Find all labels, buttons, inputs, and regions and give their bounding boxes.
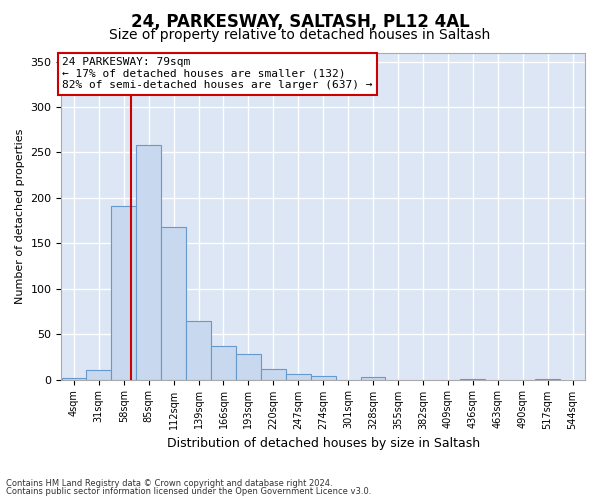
Bar (311, 376, 335, 380)
Bar (460, 378, 485, 380)
Text: Size of property relative to detached houses in Saltash: Size of property relative to detached ho… (109, 28, 491, 42)
Text: 24 PARKESWAY: 79sqm
← 17% of detached houses are smaller (132)
82% of semi-detac: 24 PARKESWAY: 79sqm ← 17% of detached ho… (62, 57, 373, 90)
Bar (161, 227, 186, 380)
Bar (112, 206, 136, 380)
Bar (62, 378, 86, 380)
Y-axis label: Number of detached properties: Number of detached properties (15, 128, 25, 304)
Bar (136, 145, 161, 380)
Text: 24, PARKESWAY, SALTASH, PL12 4AL: 24, PARKESWAY, SALTASH, PL12 4AL (131, 12, 469, 30)
Bar (86, 370, 111, 380)
Bar (211, 346, 236, 380)
X-axis label: Distribution of detached houses by size in Saltash: Distribution of detached houses by size … (167, 437, 480, 450)
Bar (186, 320, 211, 380)
Bar (361, 377, 385, 380)
Bar (535, 378, 560, 380)
Text: Contains HM Land Registry data © Crown copyright and database right 2024.: Contains HM Land Registry data © Crown c… (6, 478, 332, 488)
Bar (236, 354, 261, 380)
Text: Contains public sector information licensed under the Open Government Licence v3: Contains public sector information licen… (6, 487, 371, 496)
Bar (261, 368, 286, 380)
Bar (286, 374, 311, 380)
